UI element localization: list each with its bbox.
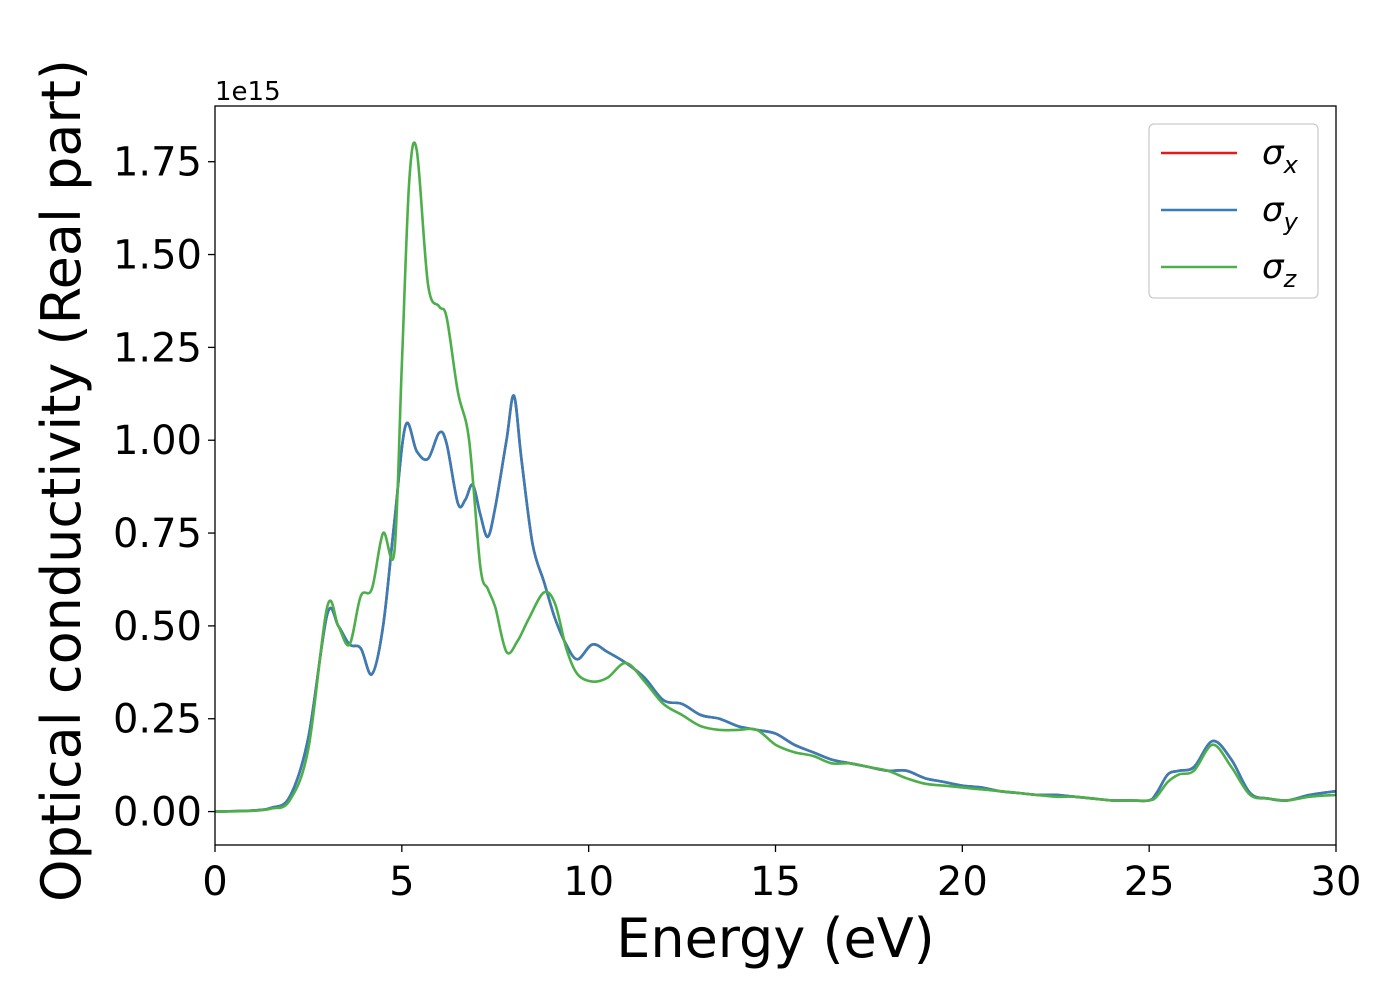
y-axis-ticks: 0.00 0.25 0.50 0.75 1.00 1.25 1.50 1.75 <box>113 140 215 836</box>
x-tick-label: 15 <box>750 859 801 905</box>
x-tick-label: 30 <box>1311 859 1362 905</box>
y-tick-label: 0.00 <box>113 790 202 836</box>
series-line-z <box>214 141 1337 813</box>
legend-label-x: σx <box>1262 133 1299 179</box>
x-tick-label: 10 <box>563 859 614 905</box>
y-tick-label: 1.50 <box>113 233 202 279</box>
y-tick-label: 0.50 <box>113 604 202 650</box>
legend-label-y: σy <box>1262 190 1299 236</box>
x-tick-label: 0 <box>202 859 227 905</box>
y-offset-label: 1e15 <box>215 77 281 107</box>
y-tick-label: 0.75 <box>113 511 202 557</box>
series-layer <box>214 141 1337 813</box>
y-tick-label: 1.00 <box>113 418 202 464</box>
x-axis-ticks: 0 5 10 15 20 25 30 <box>202 845 1361 905</box>
x-tick-label: 5 <box>389 859 414 905</box>
y-tick-label: 1.75 <box>113 140 202 186</box>
y-tick-label: 0.25 <box>113 697 202 743</box>
legend: σx σy σz <box>1148 123 1319 299</box>
legend-label-z: σz <box>1262 247 1298 293</box>
x-tick-label: 25 <box>1124 859 1175 905</box>
y-tick-label: 1.25 <box>113 325 202 371</box>
x-tick-label: 20 <box>937 859 988 905</box>
x-axis-label: Energy (eV) <box>616 907 935 970</box>
y-axis-label: Optical conductivity (Real part) <box>30 59 93 902</box>
